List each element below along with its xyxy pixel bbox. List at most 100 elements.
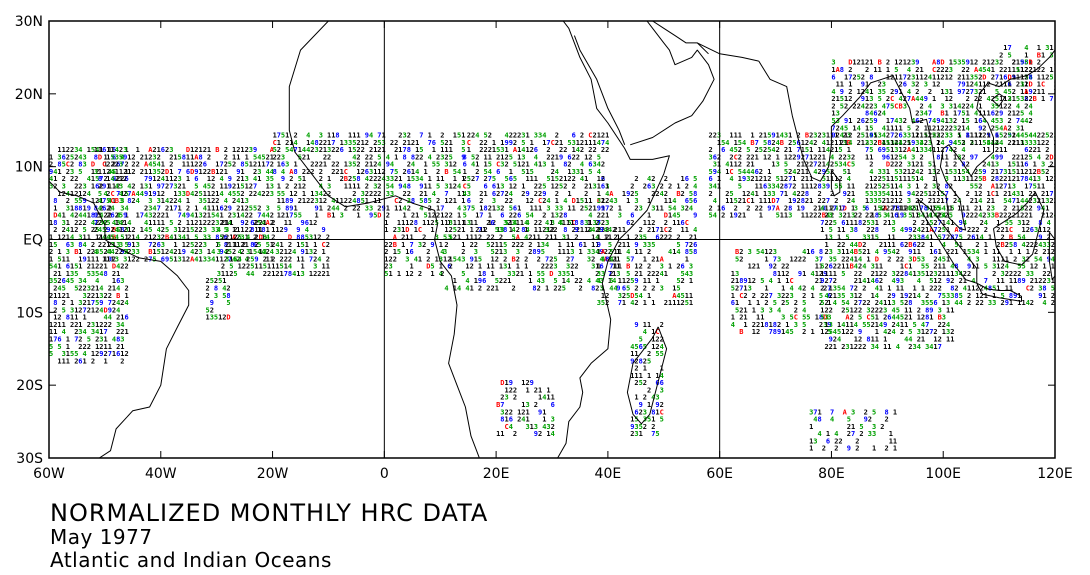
hrc-value: 4 bbox=[769, 277, 773, 285]
hrc-value: 4 bbox=[672, 204, 676, 212]
hrc-value: 3 bbox=[66, 204, 70, 212]
hrc-value: 1 bbox=[542, 416, 546, 424]
hrc-value: 2 bbox=[837, 263, 841, 271]
hrc-value: 1 bbox=[267, 263, 271, 271]
hrc-value: 2 bbox=[99, 321, 103, 329]
hrc-value: 4 bbox=[792, 190, 796, 198]
hrc-value: 3 bbox=[131, 248, 135, 256]
hrc-value: 4 bbox=[609, 197, 613, 205]
hrc-value: 4 bbox=[222, 285, 226, 293]
hrc-value: 1 bbox=[488, 219, 492, 227]
hrc-value: 5 bbox=[942, 292, 946, 300]
hrc-value: 3 bbox=[467, 190, 471, 198]
hrc-value: 3 bbox=[660, 263, 664, 271]
hrc-value: 1 bbox=[1012, 66, 1016, 74]
hrc-value: 2 bbox=[74, 321, 78, 329]
hrc-value: 4 bbox=[78, 146, 82, 154]
hrc-value: 2 bbox=[119, 146, 123, 154]
hrc-value: 1 bbox=[731, 292, 735, 300]
hrc-value: 1 bbox=[1029, 59, 1033, 67]
hrc-value: 4 bbox=[66, 277, 70, 285]
hrc-value: 2 bbox=[950, 248, 954, 256]
hrc-value: 2 bbox=[393, 255, 397, 263]
hrc-value: 2 bbox=[436, 197, 440, 205]
hrc-value: 2 bbox=[634, 379, 638, 387]
hrc-value: 7 bbox=[253, 183, 257, 191]
hrc-value: 5 bbox=[496, 146, 500, 154]
hrc-value: 2 bbox=[555, 183, 559, 191]
hrc-value: 1 bbox=[809, 175, 813, 183]
hrc-value: 2 bbox=[584, 190, 588, 198]
hrc-value: 1 bbox=[616, 255, 620, 263]
hrc-value: 1 bbox=[112, 197, 116, 205]
hrc-value: 3 bbox=[115, 153, 119, 161]
hrc-value: 5 bbox=[537, 270, 541, 278]
hrc-value: 5 bbox=[773, 299, 777, 307]
hrc-value: 6 bbox=[161, 146, 165, 154]
hrc-value: 1 bbox=[108, 234, 112, 242]
hrc-value: 2 bbox=[858, 270, 862, 278]
hrc-value: 5 bbox=[478, 255, 482, 263]
hrc-value: 7 bbox=[228, 255, 232, 263]
hrc-value: 5 bbox=[253, 153, 257, 161]
hrc-value: 7 bbox=[53, 336, 57, 344]
hrc-value: 1 bbox=[236, 241, 240, 249]
hrc-value: 4 bbox=[116, 306, 120, 314]
hrc-value: 2 bbox=[797, 132, 801, 140]
hrc-value: 4 bbox=[896, 321, 900, 329]
hrc-value: 2 bbox=[422, 241, 426, 249]
hrc-value: 2 bbox=[551, 423, 555, 431]
hrc-value: 5 bbox=[921, 270, 925, 278]
hrc-value: C bbox=[794, 314, 798, 322]
hrc-value: 1 bbox=[66, 292, 70, 300]
hrc-value: 1 bbox=[199, 255, 203, 263]
hrc-value: 4 bbox=[386, 153, 390, 161]
hrc-value: 5 bbox=[157, 248, 161, 256]
hrc-value: 1 bbox=[685, 226, 689, 234]
hrc-value: 1 bbox=[356, 212, 360, 220]
hrc-value: 2 bbox=[125, 350, 129, 358]
hrc-value: 2 bbox=[66, 153, 70, 161]
hrc-value: 5 bbox=[929, 277, 933, 285]
hrc-value: 7 bbox=[938, 219, 942, 227]
hrc-value: B bbox=[211, 168, 215, 176]
hrc-value: 1 bbox=[111, 146, 115, 154]
hrc-value: 5 bbox=[834, 183, 838, 191]
hrc-value: 1 bbox=[845, 263, 849, 271]
hrc-value: 2 bbox=[123, 175, 127, 183]
hrc-value: 7 bbox=[771, 204, 775, 212]
hrc-value: 1 bbox=[120, 350, 124, 358]
hrc-value: 1 bbox=[78, 263, 82, 271]
hrc-value: 1 bbox=[99, 197, 103, 205]
hrc-value: D bbox=[288, 234, 292, 242]
hrc-value: 5 bbox=[933, 204, 937, 212]
hrc-value: 4 bbox=[777, 306, 781, 314]
hrc-value: 7 bbox=[851, 430, 855, 438]
hrc-value: 4 bbox=[587, 277, 591, 285]
hrc-value: 1 bbox=[240, 197, 244, 205]
hrc-value: 4 bbox=[693, 183, 697, 191]
hrc-value: 4 bbox=[851, 197, 855, 205]
hrc-value: 6 bbox=[220, 204, 224, 212]
hrc-value: 4 bbox=[513, 219, 517, 227]
hrc-value: 5 bbox=[546, 175, 550, 183]
hrc-value: 2 bbox=[865, 66, 869, 74]
hrc-value: 4 bbox=[742, 139, 746, 147]
hrc-value: 1 bbox=[125, 146, 129, 154]
hrc-value: 2 bbox=[601, 146, 605, 154]
hrc-value: 3 bbox=[748, 285, 752, 293]
hrc-value: 2 bbox=[869, 212, 873, 220]
hrc-value: 8 bbox=[482, 270, 486, 278]
hrc-value: 1 bbox=[566, 234, 570, 242]
hrc-value: 3 bbox=[815, 255, 819, 263]
hrc-value: 2 bbox=[982, 59, 986, 67]
hrc-value: 6 bbox=[826, 437, 830, 445]
hrc-value: 5 bbox=[845, 306, 849, 314]
hrc-value: 5 bbox=[984, 263, 988, 271]
hrc-value: 8 bbox=[801, 197, 805, 205]
hrc-value: 8 bbox=[240, 161, 244, 169]
hrc-value: 2 bbox=[855, 445, 859, 453]
hrc-value: 1 bbox=[528, 277, 532, 285]
hrc-value: 4 bbox=[428, 153, 432, 161]
hrc-value: 2 bbox=[410, 270, 414, 278]
